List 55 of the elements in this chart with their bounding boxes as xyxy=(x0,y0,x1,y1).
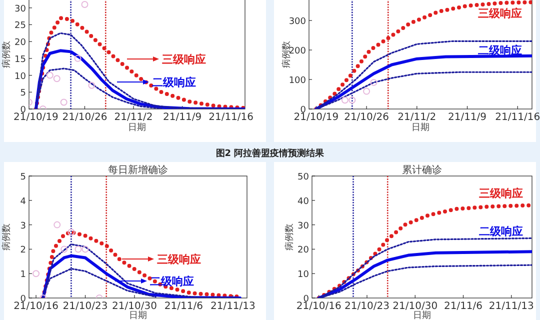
y-tick-label: 10 xyxy=(298,270,310,280)
y-tick-label: 100 xyxy=(288,76,306,86)
x-axis-title: 日期 xyxy=(413,310,431,320)
y-tick-label: 20 xyxy=(298,246,310,256)
y-tick-label: 2 xyxy=(20,246,26,256)
x-axis-title: 日期 xyxy=(128,122,146,133)
caption: 图2 阿拉善盟疫情预测结果 xyxy=(216,148,326,159)
x-tick-label: 21/10/16 xyxy=(14,301,58,312)
x-tick-label: 21/11/6 xyxy=(444,301,483,312)
x-tick-label: 21/11/13 xyxy=(210,301,256,312)
annotation: 三级响应 xyxy=(478,7,522,20)
y-tick-label: 15 xyxy=(14,54,26,65)
chart-title: 每日新增确诊 xyxy=(108,164,168,176)
x-tick-label: 21/11/2 xyxy=(398,112,436,123)
y-tick-label: 40 xyxy=(298,196,310,207)
annotation: 三级响应 xyxy=(479,187,523,200)
y-tick-label: 30 xyxy=(298,221,310,232)
x-tick-label: 21/11/13 xyxy=(488,301,534,312)
y-tick-label: 5 xyxy=(20,88,26,99)
x-tick-label: 21/10/19 xyxy=(294,112,339,123)
y-tick-label: 50 xyxy=(298,172,310,182)
y-tick-label: 5 xyxy=(20,172,26,182)
annotation: 三级响应 xyxy=(157,253,201,266)
y-tick-label: 4 xyxy=(20,196,26,207)
x-tick-label: 21/10/26 xyxy=(344,112,390,123)
x-tick-label: 21/10/30 xyxy=(392,301,438,312)
annotation: 二级响应 xyxy=(479,225,523,238)
annotation: 三级响应 xyxy=(162,53,206,66)
x-tick-label: 21/11/16 xyxy=(495,112,540,123)
y-tick-label: 25 xyxy=(14,21,26,32)
y-axis-title: 病例数 xyxy=(1,224,12,250)
y-tick-label: 1 xyxy=(20,270,26,280)
y-tick-label: 20 xyxy=(14,38,26,48)
x-tick-label: 21/10/19 xyxy=(14,112,58,123)
x-axis-title: 日期 xyxy=(412,122,430,133)
x-tick-label: 21/10/26 xyxy=(62,112,108,123)
y-tick-label: 3 xyxy=(20,221,26,232)
x-tick-label: 21/10/16 xyxy=(296,301,342,312)
y-tick-label: 300 xyxy=(288,17,306,27)
y-axis-title: 病例数 xyxy=(1,41,12,68)
annotation: 二级响应 xyxy=(478,44,522,57)
x-tick-label: 21/10/30 xyxy=(112,301,157,312)
y-tick-label: 30 xyxy=(14,4,26,14)
x-tick-label: 21/11/2 xyxy=(114,112,153,123)
y-axis-title: 病例数 xyxy=(284,224,295,250)
x-axis-title: 日期 xyxy=(129,310,147,320)
x-tick-label: 21/11/9 xyxy=(163,112,202,123)
annotation: 二级响应 xyxy=(152,76,196,89)
x-tick-label: 21/11/16 xyxy=(208,112,254,123)
chart-title: 累计确诊 xyxy=(402,164,442,176)
y-tick-label: 10 xyxy=(14,72,26,82)
x-tick-label: 21/10/23 xyxy=(344,301,390,312)
x-tick-label: 21/11/6 xyxy=(164,301,203,312)
x-tick-label: 21/11/9 xyxy=(448,112,487,123)
x-tick-label: 21/10/23 xyxy=(62,301,108,312)
